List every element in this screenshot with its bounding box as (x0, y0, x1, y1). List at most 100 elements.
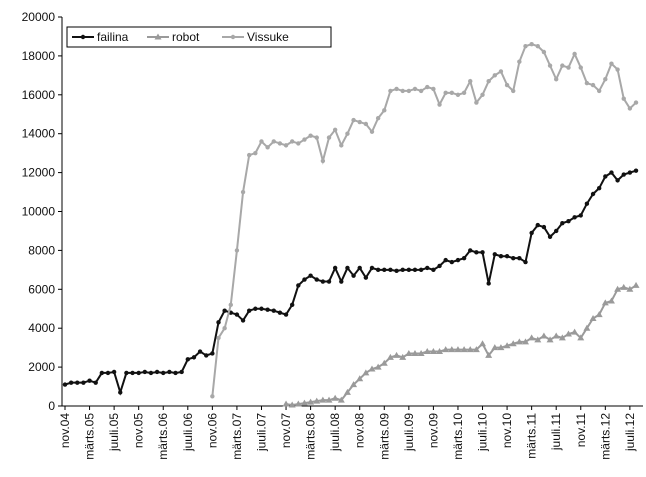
data-point (566, 219, 571, 224)
data-point (326, 135, 332, 140)
data-point (271, 139, 276, 144)
data-point (632, 281, 640, 288)
data-point (345, 131, 350, 136)
data-point (289, 139, 295, 144)
data-point (363, 121, 369, 127)
data-point (368, 365, 376, 372)
data-point (558, 334, 566, 341)
data-point (191, 355, 197, 360)
data-point (406, 88, 412, 94)
data-point (337, 396, 345, 403)
y-tick-label: 10000 (22, 205, 56, 219)
data-point (68, 380, 74, 385)
data-point (253, 150, 258, 156)
data-point (130, 370, 135, 376)
data-point (394, 86, 399, 92)
data-point (308, 273, 313, 278)
legend-label: robot (172, 30, 200, 44)
data-point (148, 370, 154, 376)
data-point (529, 230, 534, 236)
y-tick-label: 16000 (22, 88, 56, 102)
data-point (584, 80, 590, 86)
x-tick-label: juuli.05 (107, 413, 121, 452)
data-point (627, 106, 633, 111)
data-point (283, 143, 289, 148)
data-point (308, 133, 313, 138)
data-point (87, 378, 92, 383)
data-point (222, 326, 227, 331)
data-point (431, 267, 436, 273)
series-line (285, 284, 637, 407)
data-point (197, 349, 203, 354)
data-point (509, 340, 517, 347)
data-point (228, 302, 233, 308)
x-tick-label: nov.06 (205, 413, 219, 448)
data-point (167, 369, 172, 375)
data-point (374, 363, 382, 370)
data-point (460, 346, 468, 353)
data-point (111, 369, 117, 375)
y-tick-label: 12000 (22, 166, 56, 180)
data-point (614, 285, 622, 292)
data-point (339, 279, 344, 284)
data-point (259, 139, 264, 144)
data-point (560, 220, 565, 226)
data-point (511, 255, 516, 261)
x-tick-label: juuli.10 (476, 413, 490, 452)
data-point (99, 370, 105, 376)
data-point (369, 265, 375, 271)
data-point (222, 308, 227, 313)
data-point (136, 370, 141, 376)
data-point (449, 90, 455, 96)
data-point (400, 267, 405, 273)
data-point (547, 63, 553, 68)
y-tick-label: 4000 (28, 321, 55, 335)
data-point (399, 353, 407, 360)
data-point (498, 69, 504, 74)
data-point (633, 100, 639, 105)
data-point (429, 348, 437, 355)
x-tick-label: juuli.08 (328, 413, 342, 452)
data-point (75, 380, 80, 385)
data-point (615, 178, 620, 183)
data-point (417, 349, 425, 356)
data-point (375, 115, 381, 121)
data-point (259, 306, 264, 311)
data-point (357, 265, 362, 271)
y-tick-label: 18000 (22, 49, 56, 63)
data-point (461, 90, 467, 96)
data-point (210, 351, 215, 356)
data-point (498, 254, 504, 259)
data-point (313, 397, 321, 404)
data-point (554, 228, 559, 234)
data-point (277, 310, 283, 315)
x-tick-label: nov.04 (58, 413, 72, 448)
data-point (247, 308, 252, 313)
data-point (339, 143, 344, 148)
data-point (595, 311, 603, 318)
legend-marker (230, 34, 236, 40)
x-tick-label: märts.09 (377, 413, 391, 460)
data-point (564, 330, 572, 337)
data-point (492, 73, 497, 78)
x-tick-label: märts.06 (156, 413, 170, 460)
legend-label: Vissuke (247, 30, 289, 44)
data-point (626, 285, 634, 292)
data-point (179, 369, 184, 375)
data-point (283, 312, 289, 317)
data-point (332, 265, 338, 271)
data-point (161, 370, 166, 376)
data-point (437, 263, 442, 269)
data-point (380, 359, 388, 366)
data-point (405, 349, 413, 356)
data-point (511, 88, 516, 94)
data-point (93, 380, 98, 385)
data-point (603, 174, 608, 179)
data-point (503, 342, 511, 349)
data-point (577, 334, 585, 341)
data-point (443, 257, 448, 263)
data-point (332, 127, 338, 133)
data-point (486, 281, 491, 286)
data-point (449, 259, 455, 265)
